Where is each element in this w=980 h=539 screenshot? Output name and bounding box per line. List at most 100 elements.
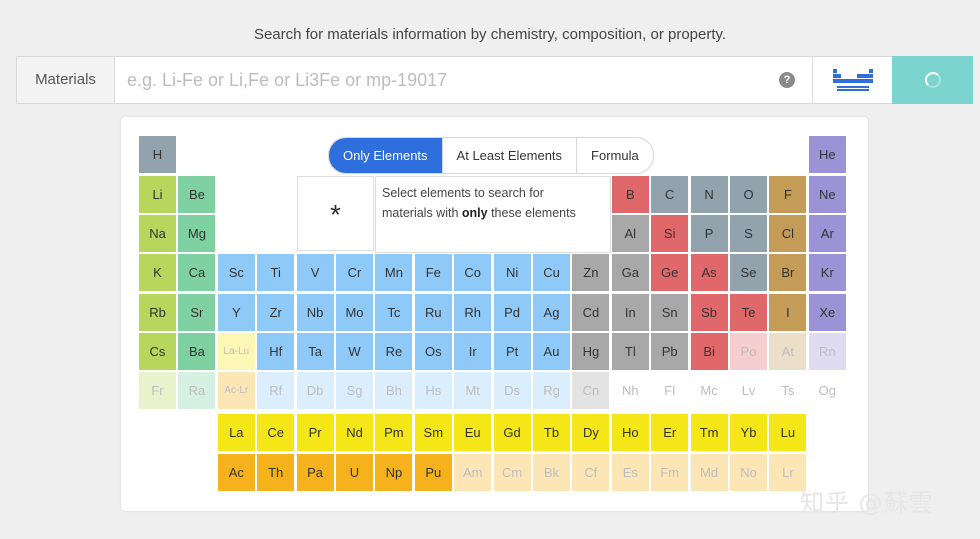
element-n[interactable]: N (690, 176, 728, 213)
element-ac[interactable]: Ac (217, 454, 255, 491)
element-al[interactable]: Al (611, 215, 649, 252)
tab-formula[interactable]: Formula (576, 138, 653, 173)
element-yb[interactable]: Yb (730, 414, 767, 451)
element-sc[interactable]: Sc (217, 254, 255, 291)
question-circle-icon[interactable]: ? (779, 72, 795, 88)
element-ca[interactable]: Ca (178, 254, 216, 291)
element-u[interactable]: U (336, 454, 373, 491)
element-es[interactable]: Es (611, 454, 649, 491)
element-ac-lr[interactable]: Ac-Lr (217, 372, 255, 409)
element-am[interactable]: Am (454, 454, 492, 491)
element-pd[interactable]: Pd (493, 294, 531, 331)
element-os[interactable]: Os (414, 333, 452, 370)
element-hf[interactable]: Hf (257, 333, 295, 370)
element-pm[interactable]: Pm (375, 414, 413, 451)
element-ne[interactable]: Ne (808, 176, 846, 213)
element-as[interactable]: As (690, 254, 728, 291)
element-ho[interactable]: Ho (611, 414, 649, 451)
element-md[interactable]: Md (690, 454, 728, 491)
element-si[interactable]: Si (651, 215, 689, 252)
element-he[interactable]: He (808, 136, 846, 173)
element-ga[interactable]: Ga (611, 254, 649, 291)
element-mc[interactable]: Mc (690, 372, 728, 409)
element-er[interactable]: Er (651, 414, 689, 451)
element-au[interactable]: Au (533, 333, 570, 370)
element-f[interactable]: F (769, 176, 807, 213)
search-button[interactable] (892, 56, 973, 104)
wildcard-element-button[interactable]: * (297, 176, 374, 251)
element-c[interactable]: C (651, 176, 689, 213)
element-bh[interactable]: Bh (375, 372, 413, 409)
element-p[interactable]: P (690, 215, 728, 252)
element-pr[interactable]: Pr (296, 414, 334, 451)
element-sb[interactable]: Sb (690, 294, 728, 331)
element-la-lu[interactable]: La-Lu (217, 333, 255, 370)
element-ru[interactable]: Ru (414, 294, 452, 331)
element-h[interactable]: H (139, 136, 176, 173)
element-b[interactable]: B (611, 176, 649, 213)
element-zn[interactable]: Zn (572, 254, 610, 291)
element-in[interactable]: In (611, 294, 649, 331)
element-br[interactable]: Br (769, 254, 807, 291)
element-fe[interactable]: Fe (414, 254, 452, 291)
element-ba[interactable]: Ba (178, 333, 216, 370)
periodic-table-toggle-button[interactable] (812, 57, 892, 103)
element-pb[interactable]: Pb (651, 333, 689, 370)
element-o[interactable]: O (730, 176, 767, 213)
element-cl[interactable]: Cl (769, 215, 807, 252)
element-th[interactable]: Th (257, 454, 295, 491)
element-ti[interactable]: Ti (257, 254, 295, 291)
element-tb[interactable]: Tb (533, 414, 570, 451)
element-sm[interactable]: Sm (414, 414, 452, 451)
element-cu[interactable]: Cu (533, 254, 570, 291)
element-w[interactable]: W (336, 333, 373, 370)
element-se[interactable]: Se (730, 254, 767, 291)
element-eu[interactable]: Eu (454, 414, 492, 451)
element-bk[interactable]: Bk (533, 454, 570, 491)
element-tm[interactable]: Tm (690, 414, 728, 451)
element-kr[interactable]: Kr (808, 254, 846, 291)
element-cs[interactable]: Cs (139, 333, 176, 370)
element-mn[interactable]: Mn (375, 254, 413, 291)
element-db[interactable]: Db (296, 372, 334, 409)
element-ni[interactable]: Ni (493, 254, 531, 291)
element-at[interactable]: At (769, 333, 807, 370)
element-ra[interactable]: Ra (178, 372, 216, 409)
element-no[interactable]: No (730, 454, 767, 491)
search-input[interactable] (115, 57, 791, 103)
element-xe[interactable]: Xe (808, 294, 846, 331)
element-ar[interactable]: Ar (808, 215, 846, 252)
element-y[interactable]: Y (217, 294, 255, 331)
element-ir[interactable]: Ir (454, 333, 492, 370)
element-cr[interactable]: Cr (336, 254, 373, 291)
element-rf[interactable]: Rf (257, 372, 295, 409)
element-cm[interactable]: Cm (493, 454, 531, 491)
element-pa[interactable]: Pa (296, 454, 334, 491)
element-po[interactable]: Po (730, 333, 767, 370)
element-pu[interactable]: Pu (414, 454, 452, 491)
element-la[interactable]: La (217, 414, 255, 451)
element-tc[interactable]: Tc (375, 294, 413, 331)
element-hg[interactable]: Hg (572, 333, 610, 370)
element-lv[interactable]: Lv (730, 372, 767, 409)
tab-only-elements[interactable]: Only Elements (329, 138, 442, 173)
element-k[interactable]: K (139, 254, 176, 291)
element-lr[interactable]: Lr (769, 454, 807, 491)
element-np[interactable]: Np (375, 454, 413, 491)
element-ag[interactable]: Ag (533, 294, 570, 331)
element-sg[interactable]: Sg (336, 372, 373, 409)
element-rh[interactable]: Rh (454, 294, 492, 331)
element-sn[interactable]: Sn (651, 294, 689, 331)
element-fm[interactable]: Fm (651, 454, 689, 491)
element-li[interactable]: Li (139, 176, 176, 213)
element-te[interactable]: Te (730, 294, 767, 331)
element-ce[interactable]: Ce (257, 414, 295, 451)
element-fl[interactable]: Fl (651, 372, 689, 409)
element-lu[interactable]: Lu (769, 414, 807, 451)
element-fr[interactable]: Fr (139, 372, 176, 409)
element-og[interactable]: Og (808, 372, 846, 409)
element-tl[interactable]: Tl (611, 333, 649, 370)
element-i[interactable]: I (769, 294, 807, 331)
element-nh[interactable]: Nh (611, 372, 649, 409)
element-ts[interactable]: Ts (769, 372, 807, 409)
